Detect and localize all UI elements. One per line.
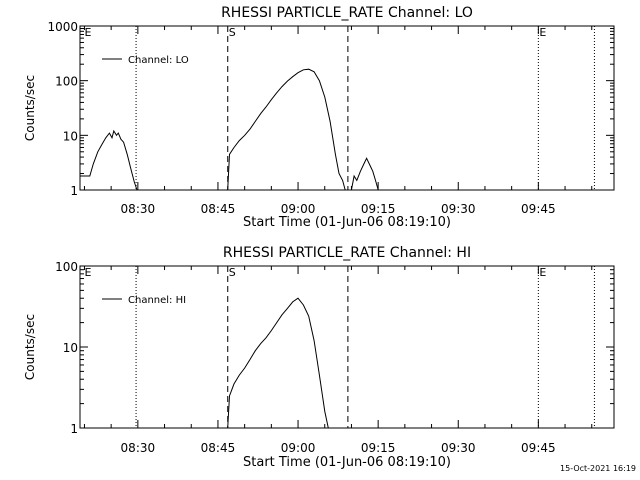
panel2-xtick-label: 09:30 (441, 441, 476, 455)
panel1-xtick-label: 08:45 (201, 202, 236, 216)
panel2-xtick-label: 09:00 (281, 441, 316, 455)
panel1-marker-label: E (85, 26, 92, 39)
panel2-ytick-label: 1 (70, 422, 78, 436)
panel2-plot-frame (79, 265, 615, 429)
panel2-xlabel: Start Time (01-Jun-06 08:19:10) (243, 455, 451, 470)
panel1-ylabel: Counts/sec (23, 75, 37, 141)
panel1-marker-label: S (229, 26, 236, 39)
panel2-title: RHESSI PARTICLE_RATE Channel: HI (223, 245, 471, 261)
panel2-legend-label: Channel: HI (128, 295, 186, 306)
panel2-series-line (227, 297, 329, 429)
panel1-series-line (350, 157, 379, 191)
panel1-legend-label: Channel: LO (128, 55, 189, 66)
panel2-ytick-label: 10 (63, 341, 78, 355)
panel2-ylabel: Counts/sec (23, 314, 37, 380)
panel1-xtick-label: 09:30 (441, 202, 476, 216)
panel1-ytick-label: 100 (55, 75, 78, 89)
panel1-ytick-label: 1000 (47, 20, 78, 34)
panel2-xtick-label: 09:45 (521, 441, 556, 455)
panel1-xtick-label: 08:30 (121, 202, 156, 216)
panel1-xlabel: Start Time (01-Jun-06 08:19:10) (243, 215, 451, 230)
panel2-marker-label: E (85, 266, 92, 279)
panel2-ytick-label: 100 (55, 260, 78, 274)
panel1-xtick-label: 09:45 (521, 202, 556, 216)
panel1-ytick-label: 10 (63, 129, 78, 143)
panel1-series-line (80, 129, 138, 191)
footer-timestamp: 15-Oct-2021 16:19 (560, 464, 636, 473)
panel2-marker-label: E (539, 266, 546, 279)
panel1-series-line (227, 68, 346, 191)
panel2-marker-label: S (229, 266, 236, 279)
panel1-marker-label: E (539, 26, 546, 39)
panel1-title: RHESSI PARTICLE_RATE Channel: LO (221, 5, 473, 21)
panel2-xtick-label: 09:15 (361, 441, 396, 455)
panel1-plot-frame (79, 25, 615, 191)
panel1-ytick-label: 1 (70, 184, 78, 198)
panel1-xtick-label: 09:00 (281, 202, 316, 216)
panel1-xtick-label: 09:15 (361, 202, 396, 216)
panel2-xtick-label: 08:30 (121, 441, 156, 455)
panel2-xtick-label: 08:45 (201, 441, 236, 455)
